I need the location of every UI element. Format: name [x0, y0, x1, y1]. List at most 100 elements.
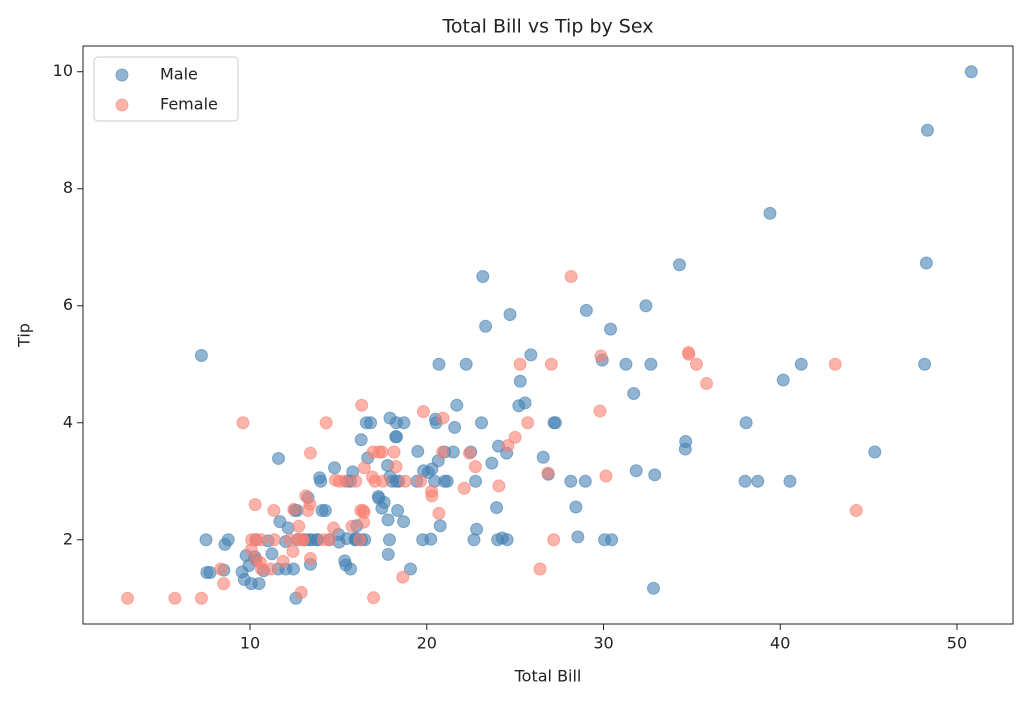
y-tick-label: 10 — [53, 61, 73, 80]
point — [571, 530, 585, 544]
point — [783, 474, 797, 488]
point — [579, 303, 593, 317]
point — [301, 504, 315, 518]
point — [253, 556, 267, 570]
point — [376, 474, 390, 488]
point — [599, 469, 613, 483]
point — [286, 544, 300, 558]
point — [738, 474, 752, 488]
point — [533, 562, 547, 576]
point — [121, 591, 135, 605]
y-tick-label: 8 — [63, 178, 73, 197]
point — [512, 399, 526, 413]
point — [357, 461, 371, 475]
point — [544, 357, 558, 371]
point — [470, 522, 484, 536]
point — [397, 515, 411, 529]
point — [776, 373, 790, 387]
point — [354, 433, 368, 447]
point — [547, 533, 561, 547]
point — [920, 123, 934, 137]
point — [739, 416, 753, 430]
point — [578, 474, 592, 488]
point — [521, 416, 535, 430]
point — [276, 554, 290, 568]
point — [432, 357, 446, 371]
point — [303, 551, 317, 565]
point — [244, 577, 258, 591]
point — [513, 357, 527, 371]
point — [468, 460, 482, 474]
legend-marker — [115, 68, 129, 82]
point — [267, 533, 281, 547]
point — [355, 398, 369, 412]
point — [382, 533, 396, 547]
point — [391, 504, 405, 518]
point — [828, 357, 842, 371]
legend-label: Male — [160, 65, 198, 84]
point — [491, 533, 505, 547]
point — [354, 504, 368, 518]
point — [398, 474, 412, 488]
point — [344, 562, 358, 576]
y-tick-label: 2 — [63, 529, 73, 548]
point — [536, 450, 550, 464]
point — [457, 481, 471, 495]
point — [503, 308, 517, 322]
point — [381, 513, 395, 527]
point — [271, 451, 285, 465]
point — [292, 519, 306, 533]
point — [371, 489, 385, 503]
x-tick-label: 50 — [947, 634, 967, 653]
point — [475, 416, 489, 430]
point — [918, 357, 932, 371]
point — [467, 533, 481, 547]
x-tick-label: 10 — [240, 634, 260, 653]
point — [513, 374, 527, 388]
point — [501, 439, 515, 453]
point — [627, 387, 641, 401]
x-tick-label: 30 — [593, 634, 613, 653]
point — [763, 206, 777, 220]
point — [700, 377, 714, 391]
point — [218, 537, 232, 551]
point — [294, 585, 308, 599]
y-tick-label: 6 — [63, 295, 73, 314]
point — [319, 416, 333, 430]
point — [476, 269, 490, 283]
point — [964, 65, 978, 79]
point — [327, 521, 341, 535]
point — [267, 504, 281, 518]
point — [569, 500, 583, 514]
point — [411, 444, 425, 458]
point — [214, 562, 228, 576]
plot-frame — [82, 45, 1014, 625]
point — [492, 479, 506, 493]
point — [194, 591, 208, 605]
point — [508, 430, 522, 444]
x-tick-label: 20 — [417, 634, 437, 653]
point — [327, 461, 341, 475]
point — [604, 322, 618, 336]
point — [349, 474, 363, 488]
point — [396, 570, 410, 584]
point — [353, 533, 367, 547]
x-axis-label: Total Bill — [514, 667, 582, 686]
point — [248, 498, 262, 512]
point — [425, 484, 439, 498]
point — [479, 319, 493, 333]
x-tick-label: 40 — [770, 634, 790, 653]
point — [648, 468, 662, 482]
point — [359, 416, 373, 430]
point — [403, 562, 417, 576]
point — [199, 533, 213, 547]
point — [450, 398, 464, 412]
point — [414, 474, 428, 488]
point — [236, 416, 250, 430]
point — [751, 474, 765, 488]
point — [548, 416, 562, 430]
point — [367, 591, 381, 605]
point — [436, 445, 450, 459]
point — [485, 456, 499, 470]
